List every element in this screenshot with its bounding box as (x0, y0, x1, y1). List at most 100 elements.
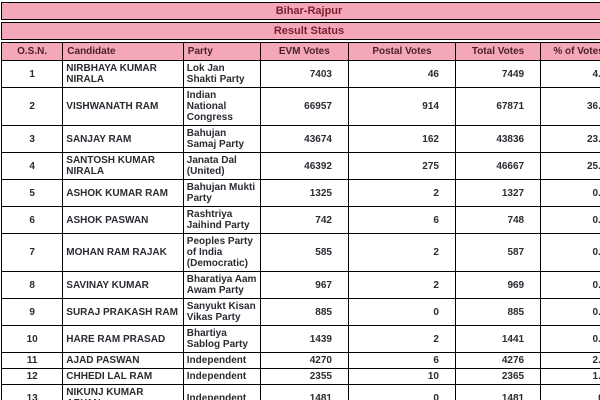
total-votes-cell: 587 (454, 233, 542, 272)
col-pct-votes: % of Votes (540, 42, 600, 61)
evm-votes-cell: 1325 (259, 179, 349, 207)
postal-votes-cell: 2 (347, 233, 456, 272)
evm-votes-cell: 7403 (259, 60, 349, 88)
total-votes-cell: 1481 (454, 384, 542, 400)
postal-votes-cell: 0 (347, 384, 456, 400)
table-header: O.S.N. Candidate Party EVM Votes Postal … (0, 42, 600, 61)
osn-cell: 2 (0, 87, 64, 126)
postal-votes-cell: 10 (347, 368, 456, 385)
postal-votes-cell: 914 (347, 87, 456, 126)
osn-cell: 5 (0, 179, 64, 207)
party-cell: Lok Jan Shakti Party (182, 60, 261, 88)
pct-votes-cell: 0.41 (540, 206, 600, 234)
evm-votes-cell: 4270 (259, 352, 349, 369)
party-cell: Bharatiya Aam Awam Party (182, 271, 261, 299)
candidate-cell: ASHOK PASWAN (62, 206, 184, 234)
party-cell: Janata Dal (United) (182, 152, 261, 180)
evm-votes-cell: 885 (259, 298, 349, 326)
table-row: 10 HARE RAM PRASAD Bhartiya Sablog Party… (0, 325, 600, 353)
col-candidate: Candidate (62, 42, 184, 61)
candidate-cell: NIKUNJ KUMAR ARYAN (62, 384, 184, 400)
table-row: 9 SURAJ PRAKASH RAM Sanyukt Kisan Vikas … (0, 298, 600, 326)
pct-votes-cell: 1.28 (540, 368, 600, 385)
postal-votes-cell: 2 (347, 179, 456, 207)
table-row: 5 ASHOK KUMAR RAM Bahujan Mukti Party 13… (0, 179, 600, 207)
evm-votes-cell: 46392 (259, 152, 349, 180)
osn-cell: 8 (0, 271, 64, 299)
evm-votes-cell: 2355 (259, 368, 349, 385)
total-votes-cell: 43836 (454, 125, 542, 153)
pct-votes-cell: 0.32 (540, 233, 600, 272)
total-votes-cell: 2365 (454, 368, 542, 385)
col-evm-votes: EVM Votes (259, 42, 349, 61)
table-row: 13 NIKUNJ KUMAR ARYAN Independent 1481 0… (0, 384, 600, 400)
col-osn: O.S.N. (0, 42, 64, 61)
party-cell: Independent (182, 368, 261, 385)
col-party: Party (182, 42, 261, 61)
pct-votes-cell: 36.76 (540, 87, 600, 126)
table-row: 3 SANJAY RAM Bahujan Samaj Party 43674 1… (0, 125, 600, 153)
evm-votes-cell: 585 (259, 233, 349, 272)
evm-votes-cell: 742 (259, 206, 349, 234)
page-title: Bihar-Rajpur (1, 2, 600, 20)
postal-votes-cell: 275 (347, 152, 456, 180)
candidate-cell: SURAJ PRAKASH RAM (62, 298, 184, 326)
party-cell: Bhartiya Sablog Party (182, 325, 261, 353)
candidate-cell: VISHWANATH RAM (62, 87, 184, 126)
total-votes-cell: 46667 (454, 152, 542, 180)
table-row: 6 ASHOK PASWAN Rashtriya Jaihind Party 7… (0, 206, 600, 234)
party-cell: Bahujan Mukti Party (182, 179, 261, 207)
evm-votes-cell: 43674 (259, 125, 349, 153)
pct-votes-cell: 0.78 (540, 325, 600, 353)
party-cell: Sanyukt Kisan Vikas Party (182, 298, 261, 326)
postal-votes-cell: 46 (347, 60, 456, 88)
total-votes-cell: 1327 (454, 179, 542, 207)
candidate-cell: HARE RAM PRASAD (62, 325, 184, 353)
candidate-cell: AJAD PASWAN (62, 352, 184, 369)
postal-votes-cell: 6 (347, 352, 456, 369)
table-row: 12 CHHEDI LAL RAM Independent 2355 10 23… (0, 368, 600, 385)
postal-votes-cell: 0 (347, 298, 456, 326)
party-cell: Bahujan Samaj Party (182, 125, 261, 153)
candidate-cell: NIRBHAYA KUMAR NIRALA (62, 60, 184, 88)
party-cell: Rashtriya Jaihind Party (182, 206, 261, 234)
candidate-cell: CHHEDI LAL RAM (62, 368, 184, 385)
total-votes-cell: 969 (454, 271, 542, 299)
total-votes-cell: 885 (454, 298, 542, 326)
header-row: O.S.N. Candidate Party EVM Votes Postal … (0, 42, 600, 61)
pct-votes-cell: 25.28 (540, 152, 600, 180)
evm-votes-cell: 967 (259, 271, 349, 299)
table-row: 4 SANTOSH KUMAR NIRALA Janata Dal (Unite… (0, 152, 600, 180)
table-row: 2 VISHWANATH RAM Indian National Congres… (0, 87, 600, 126)
osn-cell: 4 (0, 152, 64, 180)
pct-votes-cell: 0.52 (540, 271, 600, 299)
osn-cell: 13 (0, 384, 64, 400)
party-cell: Independent (182, 352, 261, 369)
results-table: O.S.N. Candidate Party EVM Votes Postal … (0, 42, 600, 400)
col-postal-votes: Postal Votes (347, 42, 456, 61)
evm-votes-cell: 66957 (259, 87, 349, 126)
total-votes-cell: 67871 (454, 87, 542, 126)
total-votes-cell: 4276 (454, 352, 542, 369)
party-cell: Indian National Congress (182, 87, 261, 126)
col-total-votes: Total Votes (454, 42, 542, 61)
pct-votes-cell: 2.32 (540, 352, 600, 369)
postal-votes-cell: 6 (347, 206, 456, 234)
total-votes-cell: 7449 (454, 60, 542, 88)
candidate-cell: MOHAN RAM RAJAK (62, 233, 184, 272)
result-status-heading: Result Status (1, 22, 600, 40)
total-votes-cell: 1441 (454, 325, 542, 353)
osn-cell: 12 (0, 368, 64, 385)
osn-cell: 9 (0, 298, 64, 326)
osn-cell: 11 (0, 352, 64, 369)
evm-votes-cell: 1439 (259, 325, 349, 353)
candidate-cell: ASHOK KUMAR RAM (62, 179, 184, 207)
osn-cell: 3 (0, 125, 64, 153)
candidate-cell: SANTOSH KUMAR NIRALA (62, 152, 184, 180)
osn-cell: 7 (0, 233, 64, 272)
pct-votes-cell: 0.8 (540, 384, 600, 400)
party-cell: Independent (182, 384, 261, 400)
evm-votes-cell: 1481 (259, 384, 349, 400)
